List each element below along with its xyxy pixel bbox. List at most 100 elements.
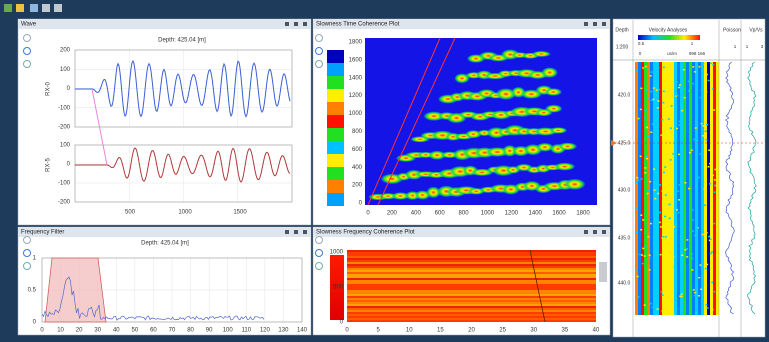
velocity-speck	[701, 233, 704, 236]
y-tick-label: -100	[58, 105, 71, 111]
y-tick-label: 600	[352, 147, 363, 153]
velocity-speck	[648, 256, 651, 259]
panel-title-bar	[18, 19, 311, 29]
velocity-stripe	[698, 62, 701, 315]
velocity-speck	[640, 178, 643, 180]
tool-button[interactable]	[315, 262, 323, 270]
heatmap-stripe	[347, 260, 596, 262]
velocity-speck	[637, 117, 640, 120]
velocity-speck	[651, 99, 654, 101]
velocity-speck	[640, 214, 643, 216]
y-tick-label: -100	[58, 181, 71, 187]
panel-menu-button[interactable]	[285, 230, 289, 234]
velocity-speck	[680, 295, 683, 298]
x-tick-label: 25	[499, 328, 506, 334]
velocity-speck	[664, 126, 667, 128]
velocity-speck	[711, 308, 714, 311]
velocity-speck	[684, 181, 687, 184]
tool-button[interactable]	[315, 60, 323, 68]
velocity-speck	[693, 71, 696, 73]
velocity-speck	[679, 295, 682, 297]
velocity-speck	[659, 253, 662, 256]
toolbar-button[interactable]	[42, 4, 50, 12]
velocity-speck	[686, 256, 689, 258]
x-tick-label: 5	[376, 328, 380, 334]
velocity-speck	[669, 127, 672, 129]
velocity-speck	[701, 305, 704, 308]
tool-button[interactable]	[315, 249, 323, 257]
velocity-speck	[644, 246, 647, 248]
x-tick-label: 90	[206, 328, 213, 334]
toolbar-button[interactable]	[30, 4, 38, 12]
velocity-speck	[695, 88, 698, 90]
velocity-speck	[681, 109, 684, 112]
velocity-speck	[692, 82, 695, 85]
velocity-speck	[699, 96, 702, 99]
tool-button[interactable]	[23, 47, 31, 55]
heatmap-stripe	[347, 278, 596, 280]
panel	[17, 18, 312, 226]
velocity-speck	[713, 179, 716, 181]
velocity-speck	[678, 153, 681, 156]
panel-close-button[interactable]	[303, 22, 307, 26]
scale-label: 3	[761, 44, 764, 49]
velocity-stripe	[674, 62, 677, 315]
coherence-blob	[549, 127, 568, 134]
panel-pin-button[interactable]	[294, 230, 298, 234]
velocity-speck	[654, 182, 657, 185]
panel-close-button[interactable]	[303, 230, 307, 234]
toolbar-button[interactable]	[16, 4, 24, 12]
panel-pin-button[interactable]	[593, 22, 597, 26]
panel-close-button[interactable]	[602, 22, 606, 26]
panel-close-button[interactable]	[602, 230, 606, 234]
tool-button[interactable]	[23, 262, 31, 270]
heatmap-stripe	[347, 310, 596, 312]
y-tick-label: 800	[352, 129, 363, 135]
velocity-stripe	[689, 62, 692, 315]
coherence-blob	[428, 150, 446, 160]
panel-pin-button[interactable]	[593, 230, 597, 234]
x-tick-label: 0	[345, 328, 349, 334]
plot-title: Depth: 425.04 [m]	[158, 38, 206, 44]
velocity-speck	[635, 181, 638, 184]
current-depth-marker	[611, 140, 617, 146]
toolbar-button[interactable]	[4, 4, 12, 12]
velocity-speck	[635, 231, 638, 234]
heatmap-stripe	[347, 302, 596, 304]
velocity-speck	[685, 248, 688, 250]
plot-title: Depth: 425.04 [m]	[141, 241, 189, 247]
coherence-blob	[423, 111, 445, 121]
toolbar-button[interactable]	[54, 4, 62, 12]
panel-menu-button[interactable]	[584, 230, 588, 234]
coherence-blob	[531, 50, 552, 58]
velocity-speck	[662, 90, 665, 93]
tool-button[interactable]	[315, 236, 323, 244]
y-tick-label: 0	[359, 201, 363, 207]
panel-menu-button[interactable]	[285, 22, 289, 26]
tool-button[interactable]	[315, 34, 323, 42]
velocity-speck	[709, 238, 712, 241]
heatmap-stripe	[347, 272, 596, 274]
tool-button[interactable]	[23, 34, 31, 42]
tool-button[interactable]	[23, 249, 31, 257]
velocity-speck	[673, 226, 676, 228]
velocity-speck	[711, 88, 714, 90]
velocity-speck	[652, 149, 655, 152]
panel-menu-button[interactable]	[584, 22, 588, 26]
velocity-speck	[663, 171, 666, 174]
tool-button[interactable]	[315, 47, 323, 55]
tool-button[interactable]	[23, 236, 31, 244]
panel-pin-button[interactable]	[294, 22, 298, 26]
heatmap-stripe	[347, 254, 596, 256]
velocity-stripe	[707, 62, 710, 315]
tool-button[interactable]	[23, 60, 31, 68]
velocity-speck	[667, 179, 670, 181]
x-tick-label: 110	[241, 328, 251, 334]
velocity-speck	[661, 119, 664, 121]
velocity-speck	[700, 288, 703, 291]
x-tick-label: 1600	[552, 211, 566, 217]
velocity-speck	[643, 255, 646, 257]
heatmap-stripe	[347, 290, 596, 292]
velocity-speck	[661, 190, 664, 192]
slowness-line	[367, 37, 441, 206]
